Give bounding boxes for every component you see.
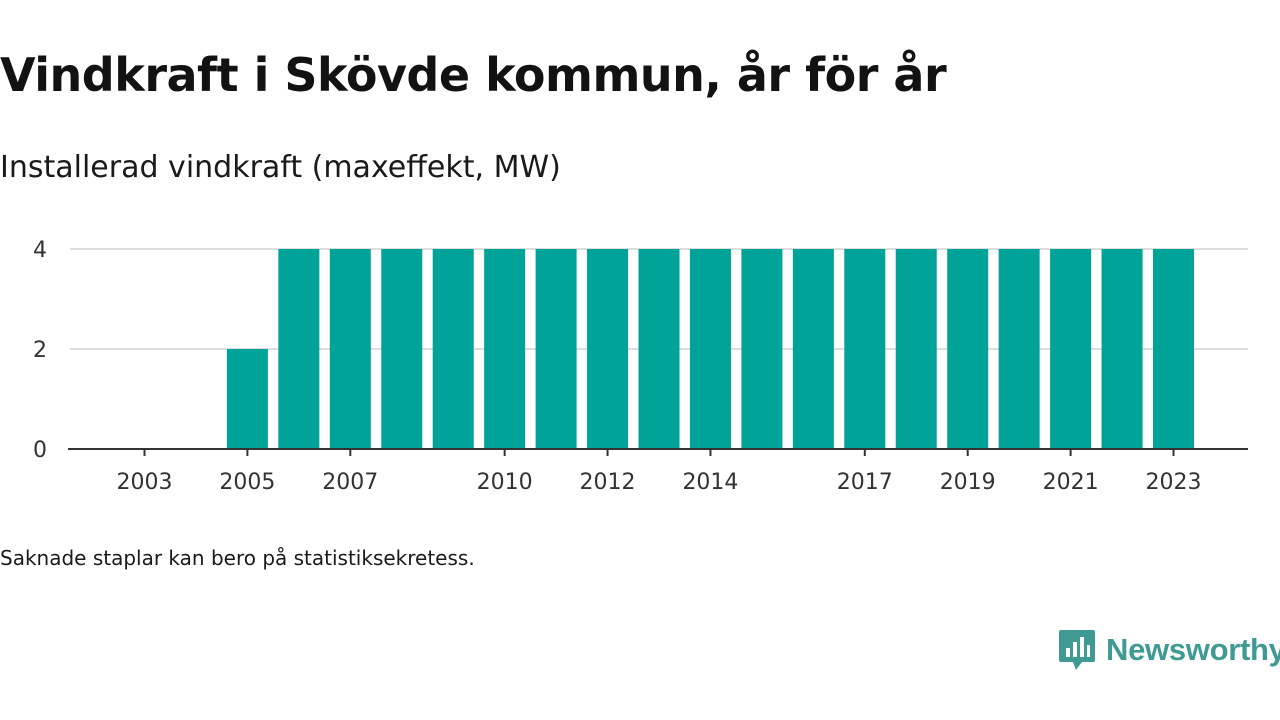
bar-2006 [278,249,320,449]
y-tick-label: 2 [33,338,47,363]
bar-2013 [638,249,680,449]
x-tick-label: 2012 [580,470,636,495]
x-tick-label: 2021 [1043,470,1099,495]
bar-2012 [587,249,629,449]
bar-2017 [844,249,886,449]
bar-2021 [1050,249,1092,449]
x-tick-label: 2017 [837,470,893,495]
bar-chart-speech-bubble-icon [1059,630,1095,670]
x-tick-label: 2010 [477,470,533,495]
bar-2015 [741,249,783,449]
footnote: Saknade staplar kan bero på statistiksek… [0,546,475,570]
bar-2022 [1101,249,1143,449]
bar-2020 [998,249,1040,449]
chart-subtitle: Installerad vindkraft (maxeffekt, MW) [0,150,561,185]
x-tick-label: 2005 [219,470,275,495]
bar-2010 [484,249,526,449]
bar-2016 [792,249,834,449]
chart-title: Vindkraft i Skövde kommun, år för år [0,48,947,102]
brand-name: Newsworthy [1106,632,1280,667]
x-tick-label: 2014 [682,470,738,495]
bar-2023 [1153,249,1194,449]
bar-2014 [689,249,731,449]
y-axis-ticks: 0 2 4 [33,238,47,463]
y-tick-label: 0 [33,438,47,463]
x-tick-label: 2003 [117,470,173,495]
x-axis-ticks: 2003 2005 2007 2010 2012 2014 2017 2019 2021 2023 [117,449,1202,495]
bar-2018 [895,249,937,449]
bar-chart: 0 2 4 2003 2005 2007 2010 2012 2014 2017 2019 2021… [33,238,1248,495]
bar-2019 [947,249,989,449]
x-tick-label: 2007 [322,470,378,495]
bar-2005 [226,349,268,449]
bar-2009 [432,249,474,449]
brand-logo[interactable]: Newsworthy [1058,628,1280,672]
y-tick-label: 4 [33,238,47,263]
x-tick-label: 2019 [940,470,996,495]
bar-2008 [381,249,423,449]
bar-2007 [329,249,371,449]
bar-2011 [535,249,577,449]
bars [226,249,1194,449]
x-tick-label: 2023 [1146,470,1202,495]
